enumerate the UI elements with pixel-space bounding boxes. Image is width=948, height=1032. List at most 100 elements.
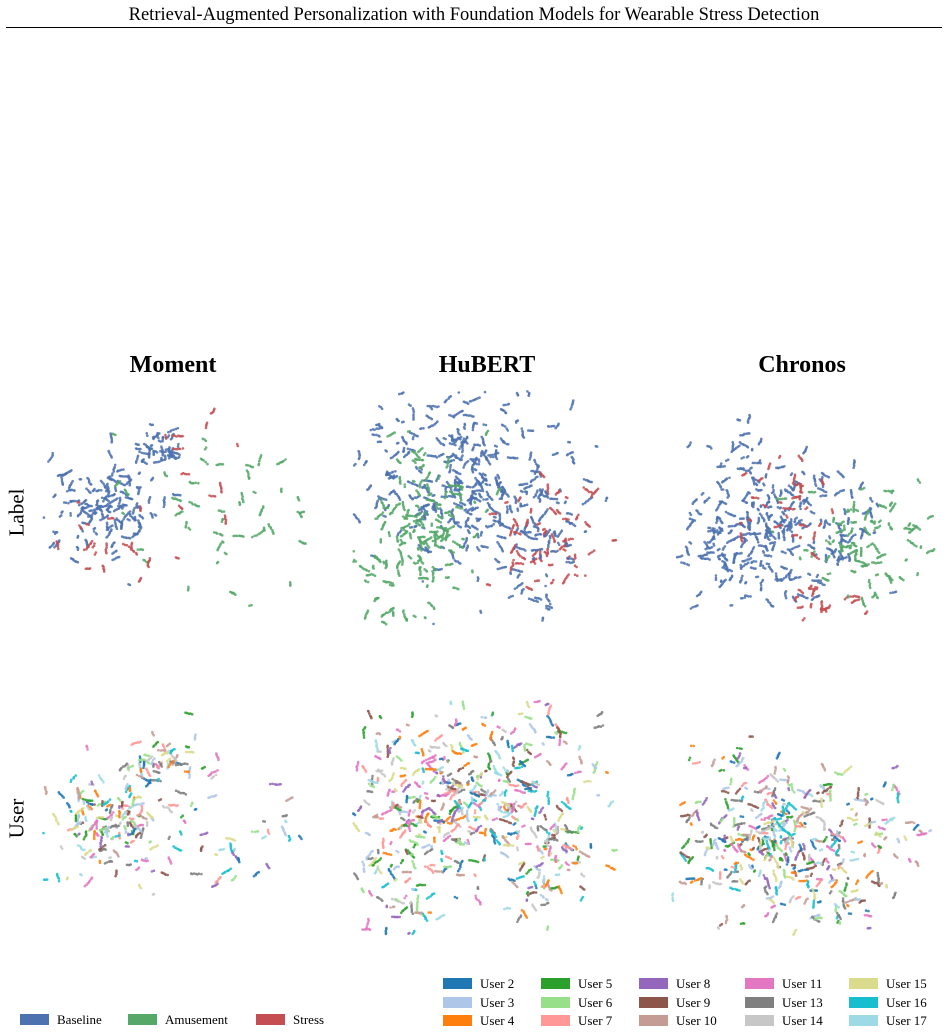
scatter-point [486, 429, 490, 433]
scatter-point [726, 492, 729, 495]
scatter-point [436, 526, 439, 529]
scatter-point [128, 537, 132, 540]
scatter-point [523, 487, 526, 490]
scatter-point [401, 435, 404, 439]
scatter-point [819, 494, 822, 498]
scatter-point [782, 531, 786, 534]
scatter-point [876, 596, 879, 600]
scatter-point [483, 390, 487, 394]
scatter-point [125, 482, 129, 486]
scatter-point [240, 493, 244, 496]
scatter-point [388, 493, 391, 496]
scatter-point [874, 526, 877, 530]
scatter-point [405, 517, 409, 520]
scatter-point [425, 414, 428, 417]
scatter-point [825, 557, 829, 560]
scatter-point [179, 499, 182, 503]
scatter-point [521, 562, 525, 566]
scatter-point [529, 480, 533, 484]
scatter-point [72, 489, 75, 492]
scatter-point [502, 492, 505, 495]
scatter-point [557, 501, 560, 505]
scatter-point [721, 465, 725, 468]
scatter-point [415, 467, 419, 470]
scatter-point [412, 435, 415, 439]
scatter-point [81, 508, 84, 512]
scatter-point [435, 502, 439, 506]
scatter-point [770, 530, 774, 533]
scatter-point [746, 469, 750, 473]
scatter-point [394, 470, 397, 473]
scatter-point [44, 792, 48, 795]
scatter-point [766, 494, 770, 497]
scatter-point [420, 549, 423, 552]
scatter-point [499, 481, 502, 484]
scatter-point [744, 469, 748, 473]
scatter-point [457, 391, 461, 394]
scatter-point [418, 512, 421, 515]
scatter-point [436, 514, 440, 517]
scatter-point [222, 510, 226, 513]
scatter-point [386, 435, 389, 438]
scatter-point [746, 419, 750, 423]
scatter-point [450, 488, 453, 491]
scatter-point [471, 491, 474, 495]
scatter-point [86, 489, 90, 492]
scatter-point [215, 561, 219, 565]
scatter-point [376, 440, 380, 444]
scatter-point [499, 407, 503, 411]
scatter-point [905, 558, 908, 561]
scatter-point [706, 551, 709, 554]
scatter-point [685, 527, 689, 531]
scatter-point [251, 535, 254, 539]
scatter-point [118, 837, 122, 840]
scatter-point [534, 523, 537, 526]
scatter-point [456, 436, 460, 440]
scatter-point [793, 507, 796, 511]
scatter-point [298, 539, 301, 543]
scatter-point [396, 569, 400, 572]
scatter-point [558, 548, 562, 551]
scatter-point [565, 544, 569, 548]
scatter-point [352, 550, 356, 553]
scatter-point [105, 542, 108, 545]
scatter-point [95, 489, 98, 493]
scatter-point [416, 434, 419, 438]
scatter-point [444, 490, 448, 493]
scatter-point [100, 512, 104, 516]
scatter-point [767, 500, 771, 504]
scatter-point [549, 602, 552, 606]
scatter-point [801, 618, 805, 622]
scatter-point [419, 572, 422, 575]
scatter-point [106, 482, 109, 486]
scatter-point [519, 530, 523, 533]
scatter-point [221, 534, 224, 537]
scatter-point [744, 580, 748, 584]
scatter-point [424, 504, 428, 508]
scatter-point [420, 515, 424, 519]
scatter-point [852, 500, 856, 504]
scatter-point [450, 442, 453, 446]
scatter-point [380, 620, 384, 624]
scatter-point [806, 596, 809, 600]
scatter-point [813, 490, 817, 494]
scatter-point [163, 471, 166, 474]
scatter-point [768, 530, 771, 533]
scatter-point [489, 455, 492, 459]
scatter-point [771, 486, 775, 489]
scatter-point [89, 483, 93, 486]
scatter-point [94, 551, 98, 554]
scatter-point [784, 590, 788, 593]
scatter-point [164, 433, 167, 437]
scatter-point [831, 540, 835, 544]
scatter-point [852, 542, 856, 545]
scatter-point [555, 497, 559, 501]
scatter-point [192, 481, 195, 485]
scatter-point [541, 528, 545, 531]
scatter-point [721, 521, 724, 525]
scatter-point [719, 580, 723, 584]
scatter-point [109, 806, 113, 810]
scatter-point [854, 533, 857, 536]
scatter-point [520, 592, 523, 595]
scatter-point [130, 541, 134, 545]
